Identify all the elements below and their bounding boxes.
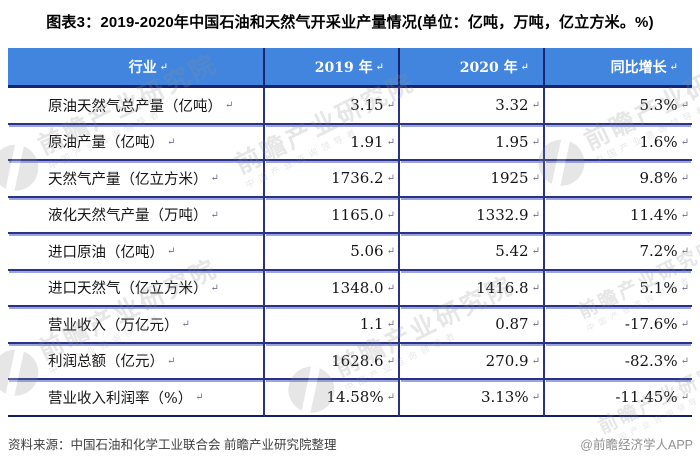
- figure-title: 图表3：2019-2020年中国石油和天然气开采业产量情况(单位：亿吨，万吨，亿…: [46, 14, 654, 31]
- cell-2020: 3.13% ↵: [400, 380, 545, 417]
- return-mark: ↵: [386, 209, 395, 221]
- cell-2020: 1416.8 ↵: [400, 270, 545, 307]
- cell-2019: 1165.0 ↵: [265, 197, 400, 234]
- return-mark: ↵: [167, 136, 176, 148]
- cell-2019: 3.15 ↵: [265, 88, 400, 125]
- return-mark: ↵: [680, 392, 689, 404]
- header-industry: 行业 ↵: [8, 48, 265, 88]
- cell-growth: 9.8% ↵: [545, 161, 692, 198]
- return-mark: ↵: [386, 282, 395, 294]
- cell-2019: 14.58% ↵: [265, 380, 400, 417]
- return-mark: ↵: [386, 355, 395, 367]
- return-mark: ↵: [680, 173, 689, 185]
- row-label: 液化天然气产量（万吨） ↵: [8, 197, 265, 234]
- cell-growth: -11.45% ↵: [545, 380, 692, 417]
- return-mark: ↵: [531, 136, 540, 148]
- return-mark: ↵: [531, 209, 540, 221]
- cell-2019: 1.91 ↵: [265, 124, 400, 161]
- cell-2019: 1348.0 ↵: [265, 270, 400, 307]
- return-mark: ↵: [210, 209, 219, 221]
- return-mark: ↵: [531, 173, 540, 185]
- source-note: 资料来源：中国石油和化学工业联合会 前瞻产业研究院整理: [8, 438, 337, 452]
- return-mark: ↵: [680, 319, 689, 331]
- row-label: 利润总额（亿元） ↵: [8, 343, 265, 380]
- return-mark: ↵: [680, 100, 689, 112]
- return-mark: ↵: [167, 355, 176, 367]
- return-mark: ↵: [680, 355, 689, 367]
- return-mark: ↵: [386, 392, 395, 404]
- data-table: 行业 ↵ 2019 年 ↵ 2020 年 ↵ 同比增长 ↵ 原油天然气总产量（亿吨） ↵ …: [8, 48, 692, 417]
- cell-growth: 1.6% ↵: [545, 125, 692, 161]
- return-mark: ↵: [680, 209, 689, 221]
- return-mark: ↵: [386, 100, 395, 112]
- cell-2019: 1.1 ↵: [265, 307, 400, 344]
- cell-2019: 5.06 ↵: [265, 234, 400, 271]
- return-mark: ↵: [386, 246, 395, 258]
- header-2019: 2019 年 ↵: [265, 48, 400, 88]
- row-label: 进口天然气（亿立方米） ↵: [8, 270, 265, 307]
- return-mark: ↵: [195, 392, 204, 404]
- cell-growth: -82.3% ↵: [545, 344, 692, 380]
- return-mark: ↵: [669, 61, 678, 73]
- cell-2019: 1736.2 ↵: [265, 161, 400, 198]
- row-label: 原油天然气总产量（亿吨） ↵: [8, 88, 265, 125]
- header-2020: 2020 年 ↵: [400, 48, 545, 88]
- credit-note: @前瞻经济学人APP: [580, 438, 693, 452]
- return-mark: ↵: [680, 246, 689, 258]
- return-mark: ↵: [225, 100, 234, 112]
- return-mark: ↵: [375, 61, 384, 73]
- row-label: 天然气产量（亿立方米） ↵: [8, 161, 265, 198]
- return-mark: ↵: [167, 246, 176, 258]
- return-mark: ↵: [531, 282, 540, 294]
- cell-2020: 1.95 ↵: [400, 124, 545, 161]
- cell-growth: -17.6% ↵: [545, 307, 692, 344]
- cell-2020: 1925 ↵: [400, 161, 545, 198]
- cell-growth: 11.4% ↵: [545, 198, 692, 234]
- return-mark: ↵: [520, 61, 529, 73]
- return-mark: ↵: [531, 246, 540, 258]
- cell-growth: 7.2% ↵: [545, 234, 692, 271]
- return-mark: ↵: [386, 173, 395, 185]
- return-mark: ↵: [181, 319, 190, 331]
- return-mark: ↵: [680, 136, 689, 148]
- cell-2020: 3.32 ↵: [400, 88, 545, 125]
- cell-2019: 1628.6 ↵: [265, 343, 400, 380]
- return-mark: ↵: [680, 282, 689, 294]
- header-growth: 同比增长 ↵: [545, 48, 692, 88]
- return-mark: ↵: [159, 61, 169, 73]
- row-label: 营业收入（万亿元） ↵: [8, 307, 265, 344]
- return-mark: ↵: [531, 392, 540, 404]
- cell-growth: 5.3% ↵: [545, 88, 692, 125]
- row-label: 原油产量（亿吨） ↵: [8, 124, 265, 161]
- return-mark: ↵: [386, 319, 395, 331]
- cell-growth: 5.1% ↵: [545, 271, 692, 307]
- return-mark: ↵: [210, 282, 219, 294]
- row-label: 进口原油（亿吨） ↵: [8, 234, 265, 271]
- cell-2020: 5.42 ↵: [400, 234, 545, 271]
- cell-2020: 1332.9 ↵: [400, 197, 545, 234]
- row-label: 营业收入利润率（%） ↵: [8, 380, 265, 417]
- return-mark: ↵: [386, 136, 395, 148]
- return-mark: ↵: [531, 355, 540, 367]
- return-mark: ↵: [210, 173, 219, 185]
- cell-2020: 270.9 ↵: [400, 343, 545, 380]
- return-mark: ↵: [531, 100, 540, 112]
- return-mark: ↵: [531, 319, 540, 331]
- cell-2020: 0.87 ↵: [400, 307, 545, 344]
